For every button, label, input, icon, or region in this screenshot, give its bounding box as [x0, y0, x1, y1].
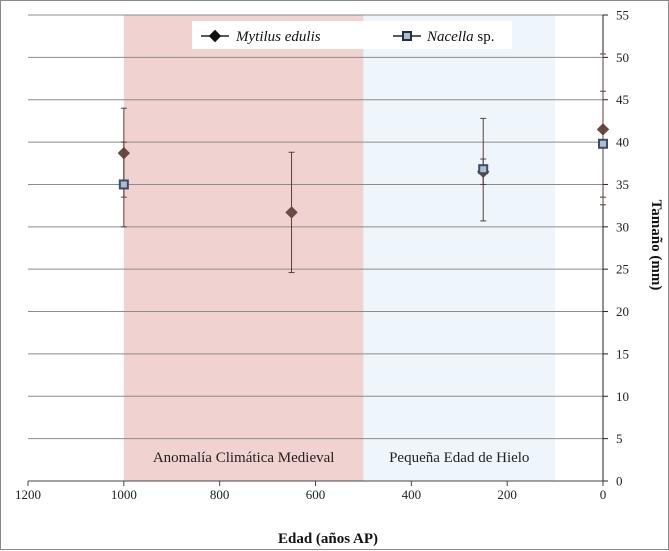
x-tick-label-600: 600 — [306, 487, 326, 502]
legend-label-0: Mytilus edulis — [235, 29, 321, 45]
x-tick-label-800: 800 — [210, 487, 230, 502]
y-tick-label-10: 10 — [616, 389, 629, 404]
x-tick-label-400: 400 — [402, 487, 422, 502]
band-label-0: Anomalía Climática Medieval — [153, 450, 335, 466]
x-tick-label-1200: 1200 — [15, 487, 41, 502]
y-tick-label-0: 0 — [616, 474, 623, 489]
y-tick-label-45: 45 — [616, 92, 629, 107]
x-axis-title: Edad (años AP) — [278, 531, 378, 547]
y-tick-label-40: 40 — [616, 135, 629, 150]
y-tick-label-30: 30 — [616, 219, 629, 234]
y-tick-label-55: 55 — [616, 8, 629, 23]
legend-label-1: Nacella sp. — [426, 29, 495, 45]
y-axis-title: Tamaño (mm) — [648, 200, 664, 291]
legend-label-plain-1: sp. — [474, 29, 495, 45]
data-series — [117, 53, 610, 274]
y-tick-label-25: 25 — [616, 262, 629, 277]
x-tick-label-1000: 1000 — [111, 487, 137, 502]
point-0-1 — [285, 206, 298, 219]
period-bands: Anomalía Climática Medieval Pequeña Edad … — [123, 15, 556, 481]
band-0 — [123, 15, 364, 481]
legend-box — [192, 21, 512, 49]
y-tick-label-20: 20 — [616, 304, 629, 319]
y-tick-label-15: 15 — [616, 346, 629, 361]
legend-label-italic-0: Mytilus edulis — [235, 29, 321, 45]
x-tick-label-0: 0 — [600, 487, 607, 502]
series-1 — [118, 90, 608, 198]
legend-marker-0 — [208, 29, 222, 43]
point-1-2 — [598, 138, 608, 149]
legend-marker-1 — [402, 31, 412, 41]
y-tick-label-5: 5 — [616, 431, 623, 446]
legend: Mytilus edulis Nacella sp. — [192, 21, 512, 49]
band-label-1: Pequeña Edad de Hielo — [389, 450, 529, 466]
legend-label-italic-1: Nacella — [426, 29, 474, 45]
point-1-0 — [118, 179, 129, 190]
axes: 0 5 10 15 20 25 30 35 40 45 50 55 1200 1000 800 600 400 2… — [15, 8, 629, 503]
point-1-1 — [478, 164, 489, 175]
band-1 — [363, 15, 556, 481]
y-tick-label-50: 50 — [616, 50, 629, 65]
y-tick-label-35: 35 — [616, 177, 629, 192]
x-tick-label-200: 200 — [497, 487, 517, 502]
